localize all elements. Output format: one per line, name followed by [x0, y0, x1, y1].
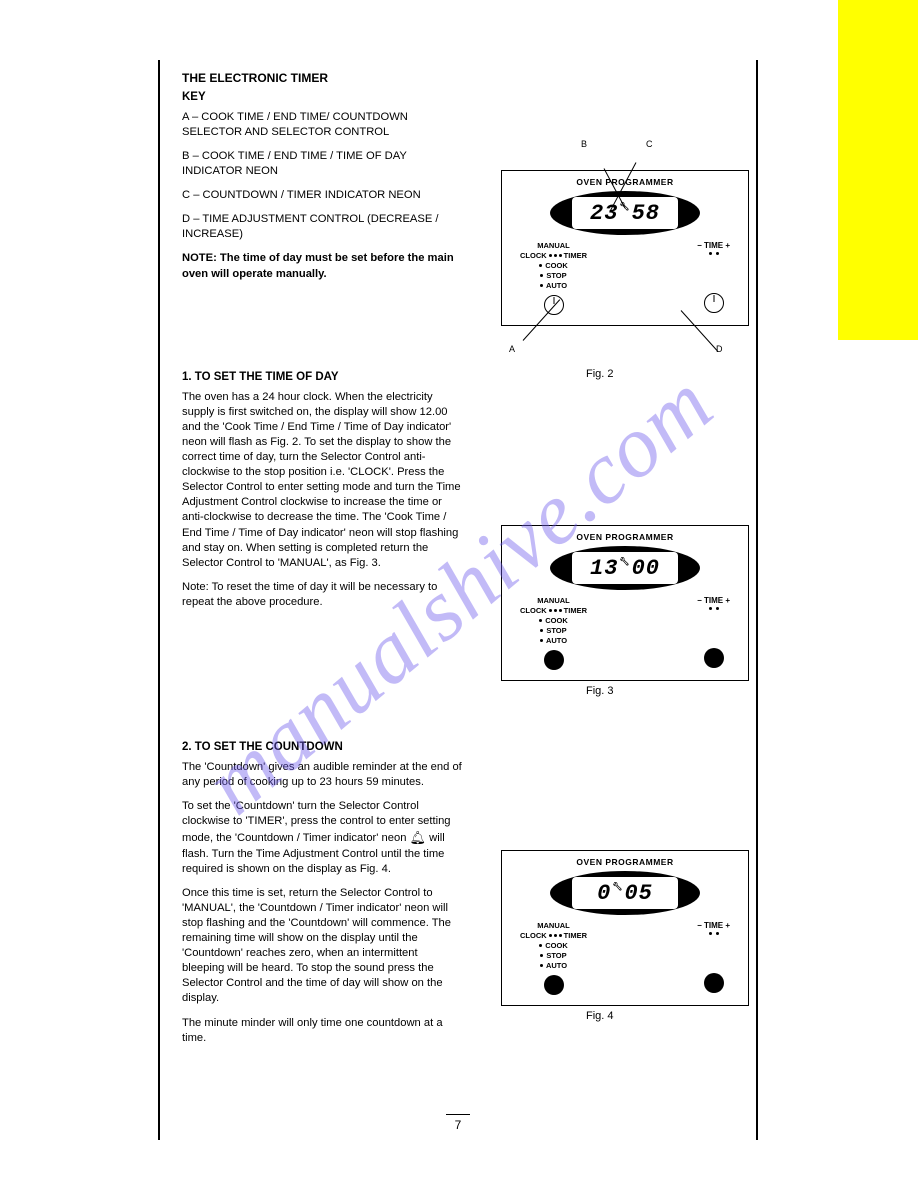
label-cook: COOK: [545, 261, 568, 270]
side-tab: [838, 0, 918, 340]
page-number: 7: [160, 1114, 756, 1132]
bell-icon: 🔔︎: [410, 829, 427, 847]
key-d: D – TIME ADJUSTMENT CONTROL (DECREASE / …: [182, 212, 462, 242]
body-set-time: The oven has a 24 hour clock. When the e…: [182, 390, 462, 571]
countdown-p1: The 'Countdown' gives an audible reminde…: [182, 760, 462, 790]
lcd-2-left: 13: [590, 556, 618, 581]
section-set-time-of-day: 1. TO SET THE TIME OF DAY The oven has a…: [182, 370, 462, 619]
label-clock-2: CLOCK: [520, 606, 547, 615]
callout-b: B: [581, 140, 587, 150]
selector-knob-3[interactable]: [544, 975, 564, 995]
label-clock: CLOCK: [520, 251, 547, 260]
label-stop-2: STOP: [546, 626, 566, 635]
label-timer: TIMER: [564, 251, 587, 260]
label-auto-2: AUTO: [546, 636, 567, 645]
label-auto: AUTO: [546, 281, 567, 290]
label-stop: STOP: [546, 271, 566, 280]
lcd-3: 0 🔧︎ 05: [550, 871, 700, 915]
label-stop-3: STOP: [546, 951, 566, 960]
prog-title-3: OVEN PROGRAMMER: [510, 857, 740, 867]
callout-c: C: [646, 140, 653, 150]
prog-title-2: OVEN PROGRAMMER: [510, 532, 740, 542]
fig-4-caption: Fig. 4: [586, 1010, 614, 1022]
time-adjust-knob-2[interactable]: [704, 648, 724, 668]
sub-heading-key: KEY: [182, 90, 462, 106]
key-c: C – COUNTDOWN / TIMER INDICATOR NEON: [182, 188, 462, 203]
countdown-p3: Once this time is set, return the Select…: [182, 886, 462, 1007]
lcd-3-right: 05: [624, 881, 652, 906]
label-time-3: − TIME +: [697, 921, 730, 930]
time-adjust-group: − TIME +: [697, 241, 730, 315]
label-manual-2: MANUAL: [537, 596, 570, 605]
lcd-2: 13 🔧︎ 00: [550, 546, 700, 590]
time-adjust-knob-3[interactable]: [704, 973, 724, 993]
note-reset-time: Note: To reset the time of day it will b…: [182, 580, 462, 610]
programmer-panel-1: OVEN PROGRAMMER 23 🔧︎ 58 MANUAL CLOCK TI…: [501, 170, 749, 326]
fig-3-caption: Fig. 3: [586, 685, 614, 697]
diagram-2-group: OVEN PROGRAMMER 13 🔧︎ 00 MANUAL CLOCK TI…: [471, 525, 756, 725]
countdown-p4: The minute minder will only time one cou…: [182, 1016, 462, 1046]
heading-countdown: 2. TO SET THE COUNTDOWN: [182, 740, 462, 756]
label-manual: MANUAL: [537, 241, 570, 250]
heading-set-time: 1. TO SET THE TIME OF DAY: [182, 370, 462, 386]
label-time: − TIME +: [697, 241, 730, 250]
diagram-1-group: OVEN PROGRAMMER 23 🔧︎ 58 MANUAL CLOCK TI…: [471, 120, 756, 370]
countdown-p2: To set the 'Countdown' turn the Selector…: [182, 799, 462, 877]
diagram-3-group: OVEN PROGRAMMER 0 🔧︎ 05 MANUAL CLOCK TIM…: [471, 850, 756, 1050]
heading-electronic-timer: THE ELECTRONIC TIMER: [182, 70, 462, 86]
programmer-panel-2: OVEN PROGRAMMER 13 🔧︎ 00 MANUAL CLOCK TI…: [501, 525, 749, 681]
programmer-panel-3: OVEN PROGRAMMER 0 🔧︎ 05 MANUAL CLOCK TIM…: [501, 850, 749, 1006]
callout-d: D: [716, 345, 723, 355]
label-clock-3: CLOCK: [520, 931, 547, 940]
fig-2-caption: Fig. 2: [586, 368, 614, 380]
label-time-2: − TIME +: [697, 596, 730, 605]
lcd-2-right: 00: [632, 556, 660, 581]
selector-knob-2[interactable]: [544, 650, 564, 670]
label-cook-2: COOK: [545, 616, 568, 625]
label-timer-3: TIMER: [564, 931, 587, 940]
section-timer-key: THE ELECTRONIC TIMER KEY A – COOK TIME /…: [182, 70, 462, 291]
lcd-1-right: 58: [632, 201, 660, 226]
lcd-1: 23 🔧︎ 58: [550, 191, 700, 235]
section-countdown: 2. TO SET THE COUNTDOWN The 'Countdown' …: [182, 740, 462, 1055]
label-auto-3: AUTO: [546, 961, 567, 970]
label-timer-2: TIMER: [564, 606, 587, 615]
note-must-set-time: NOTE: The time of day must be set before…: [182, 251, 462, 281]
page-frame: THE ELECTRONIC TIMER KEY A – COOK TIME /…: [158, 60, 758, 1140]
label-manual-3: MANUAL: [537, 921, 570, 930]
lcd-3-left: 0: [597, 881, 611, 906]
time-adjust-knob-1[interactable]: [704, 293, 724, 313]
label-cook-3: COOK: [545, 941, 568, 950]
key-b: B – COOK TIME / END TIME / TIME OF DAY I…: [182, 149, 462, 179]
callout-a: A: [509, 345, 515, 355]
key-a: A – COOK TIME / END TIME/ COUNTDOWN SELE…: [182, 110, 462, 140]
